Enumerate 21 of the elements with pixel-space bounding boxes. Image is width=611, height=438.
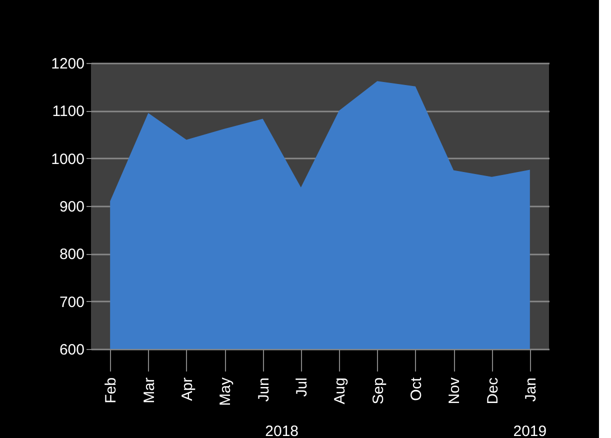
text: 2019: [513, 423, 547, 438]
x-tick-label: Sep: [370, 378, 387, 404]
x-tick-label: Jan: [522, 378, 540, 402]
y-tick-label: 1000: [51, 150, 84, 168]
x-tick-label: Apr: [178, 377, 196, 401]
x-tick-label: May: [217, 377, 234, 406]
x-tick-label: Dec: [484, 377, 502, 404]
x-tick-label: Mar: [140, 378, 158, 404]
y-tick-label: 900: [59, 198, 84, 216]
x-tick-label: Aug: [332, 378, 349, 404]
x-tick-label: Nov: [446, 377, 464, 404]
x-tick-label: Feb: [102, 378, 120, 404]
x-tick-label: Jul: [293, 378, 310, 397]
y-tick-label: 600: [59, 342, 84, 358]
y-tick-label: 1200: [51, 56, 84, 72]
y-tick-label: 700: [59, 294, 84, 311]
y-tick-label: 800: [59, 246, 84, 264]
y-tick-label: 1100: [52, 103, 84, 120]
text: 2018: [265, 423, 299, 438]
x-tick-label: Oct: [408, 376, 425, 401]
x-tick-label: Jun: [255, 378, 272, 402]
